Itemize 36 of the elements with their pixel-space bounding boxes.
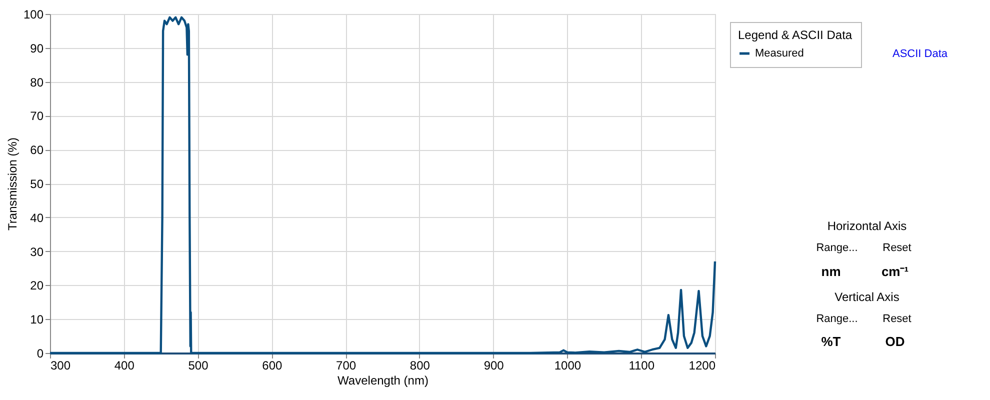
text: Reset (882, 242, 912, 254)
y-tick-label: 100 (23, 8, 44, 22)
text: nm (821, 264, 841, 279)
text: OD (885, 334, 905, 349)
x-tick-label: 300 (50, 358, 71, 372)
text: Vertical Axis (834, 290, 900, 304)
x-tick-label: 1100 (628, 358, 655, 372)
legend-label: Measured (755, 48, 804, 60)
x-tick-label: 800 (410, 358, 430, 372)
x-tick-label: 700 (336, 358, 356, 372)
x-tick-label: 1000 (554, 358, 582, 372)
text: Range... (816, 242, 858, 254)
x-tick-label: 400 (114, 358, 135, 372)
y-tick-label: 70 (30, 109, 44, 124)
text: ASCII Data (892, 48, 948, 60)
x-tick-label: 600 (262, 358, 282, 372)
y-tick-label: 40 (30, 210, 44, 225)
x-tick-label: 900 (484, 358, 504, 372)
y-tick-label: 10 (30, 312, 44, 327)
text: Range... (816, 313, 858, 325)
y-tick-label: 30 (30, 244, 44, 259)
y-tick-label: 50 (30, 177, 44, 191)
y-tick-label: 0 (36, 346, 44, 360)
y-tick-label: 80 (30, 75, 44, 90)
text: Horizontal Axis (827, 219, 907, 233)
x-axis-title: Wavelength (nm) (338, 374, 428, 388)
y-tick-label: 20 (30, 278, 44, 293)
text: cm⁻¹ (881, 264, 909, 279)
y-tick-label: 60 (30, 143, 44, 158)
y-tick-label: 90 (30, 41, 44, 56)
legend-title: Legend & ASCII Data (738, 28, 852, 42)
y-axis-title: Transmission (%) (5, 138, 20, 230)
text: %T (821, 334, 841, 349)
text: Reset (882, 313, 912, 325)
x-tick-label: 1200 (688, 358, 716, 372)
x-tick-label: 500 (188, 358, 209, 372)
